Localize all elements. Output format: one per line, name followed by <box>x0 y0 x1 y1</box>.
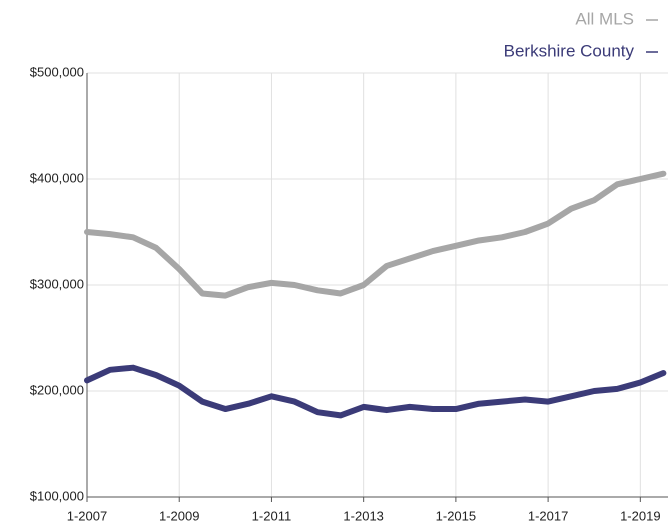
y-tick-label: $500,000 <box>30 64 84 79</box>
x-tick-label: 1-2017 <box>528 508 568 523</box>
series-line <box>84 170 667 299</box>
legend-label: Berkshire County <box>504 41 635 60</box>
x-tick-label: 1-2013 <box>343 508 383 523</box>
x-tick-label: 1-2007 <box>67 508 107 523</box>
y-tick-label: $200,000 <box>30 382 84 397</box>
y-tick-label: $100,000 <box>30 488 84 503</box>
legend-label: All MLS <box>575 9 634 28</box>
x-tick-label: 1-2019 <box>620 508 660 523</box>
x-tick-label: 1-2009 <box>159 508 199 523</box>
y-tick-label: $400,000 <box>30 170 84 185</box>
x-tick-label: 1-2011 <box>252 508 292 523</box>
series-line <box>84 364 667 419</box>
x-tick-label: 1-2015 <box>436 508 476 523</box>
y-tick-label: $300,000 <box>30 276 84 291</box>
